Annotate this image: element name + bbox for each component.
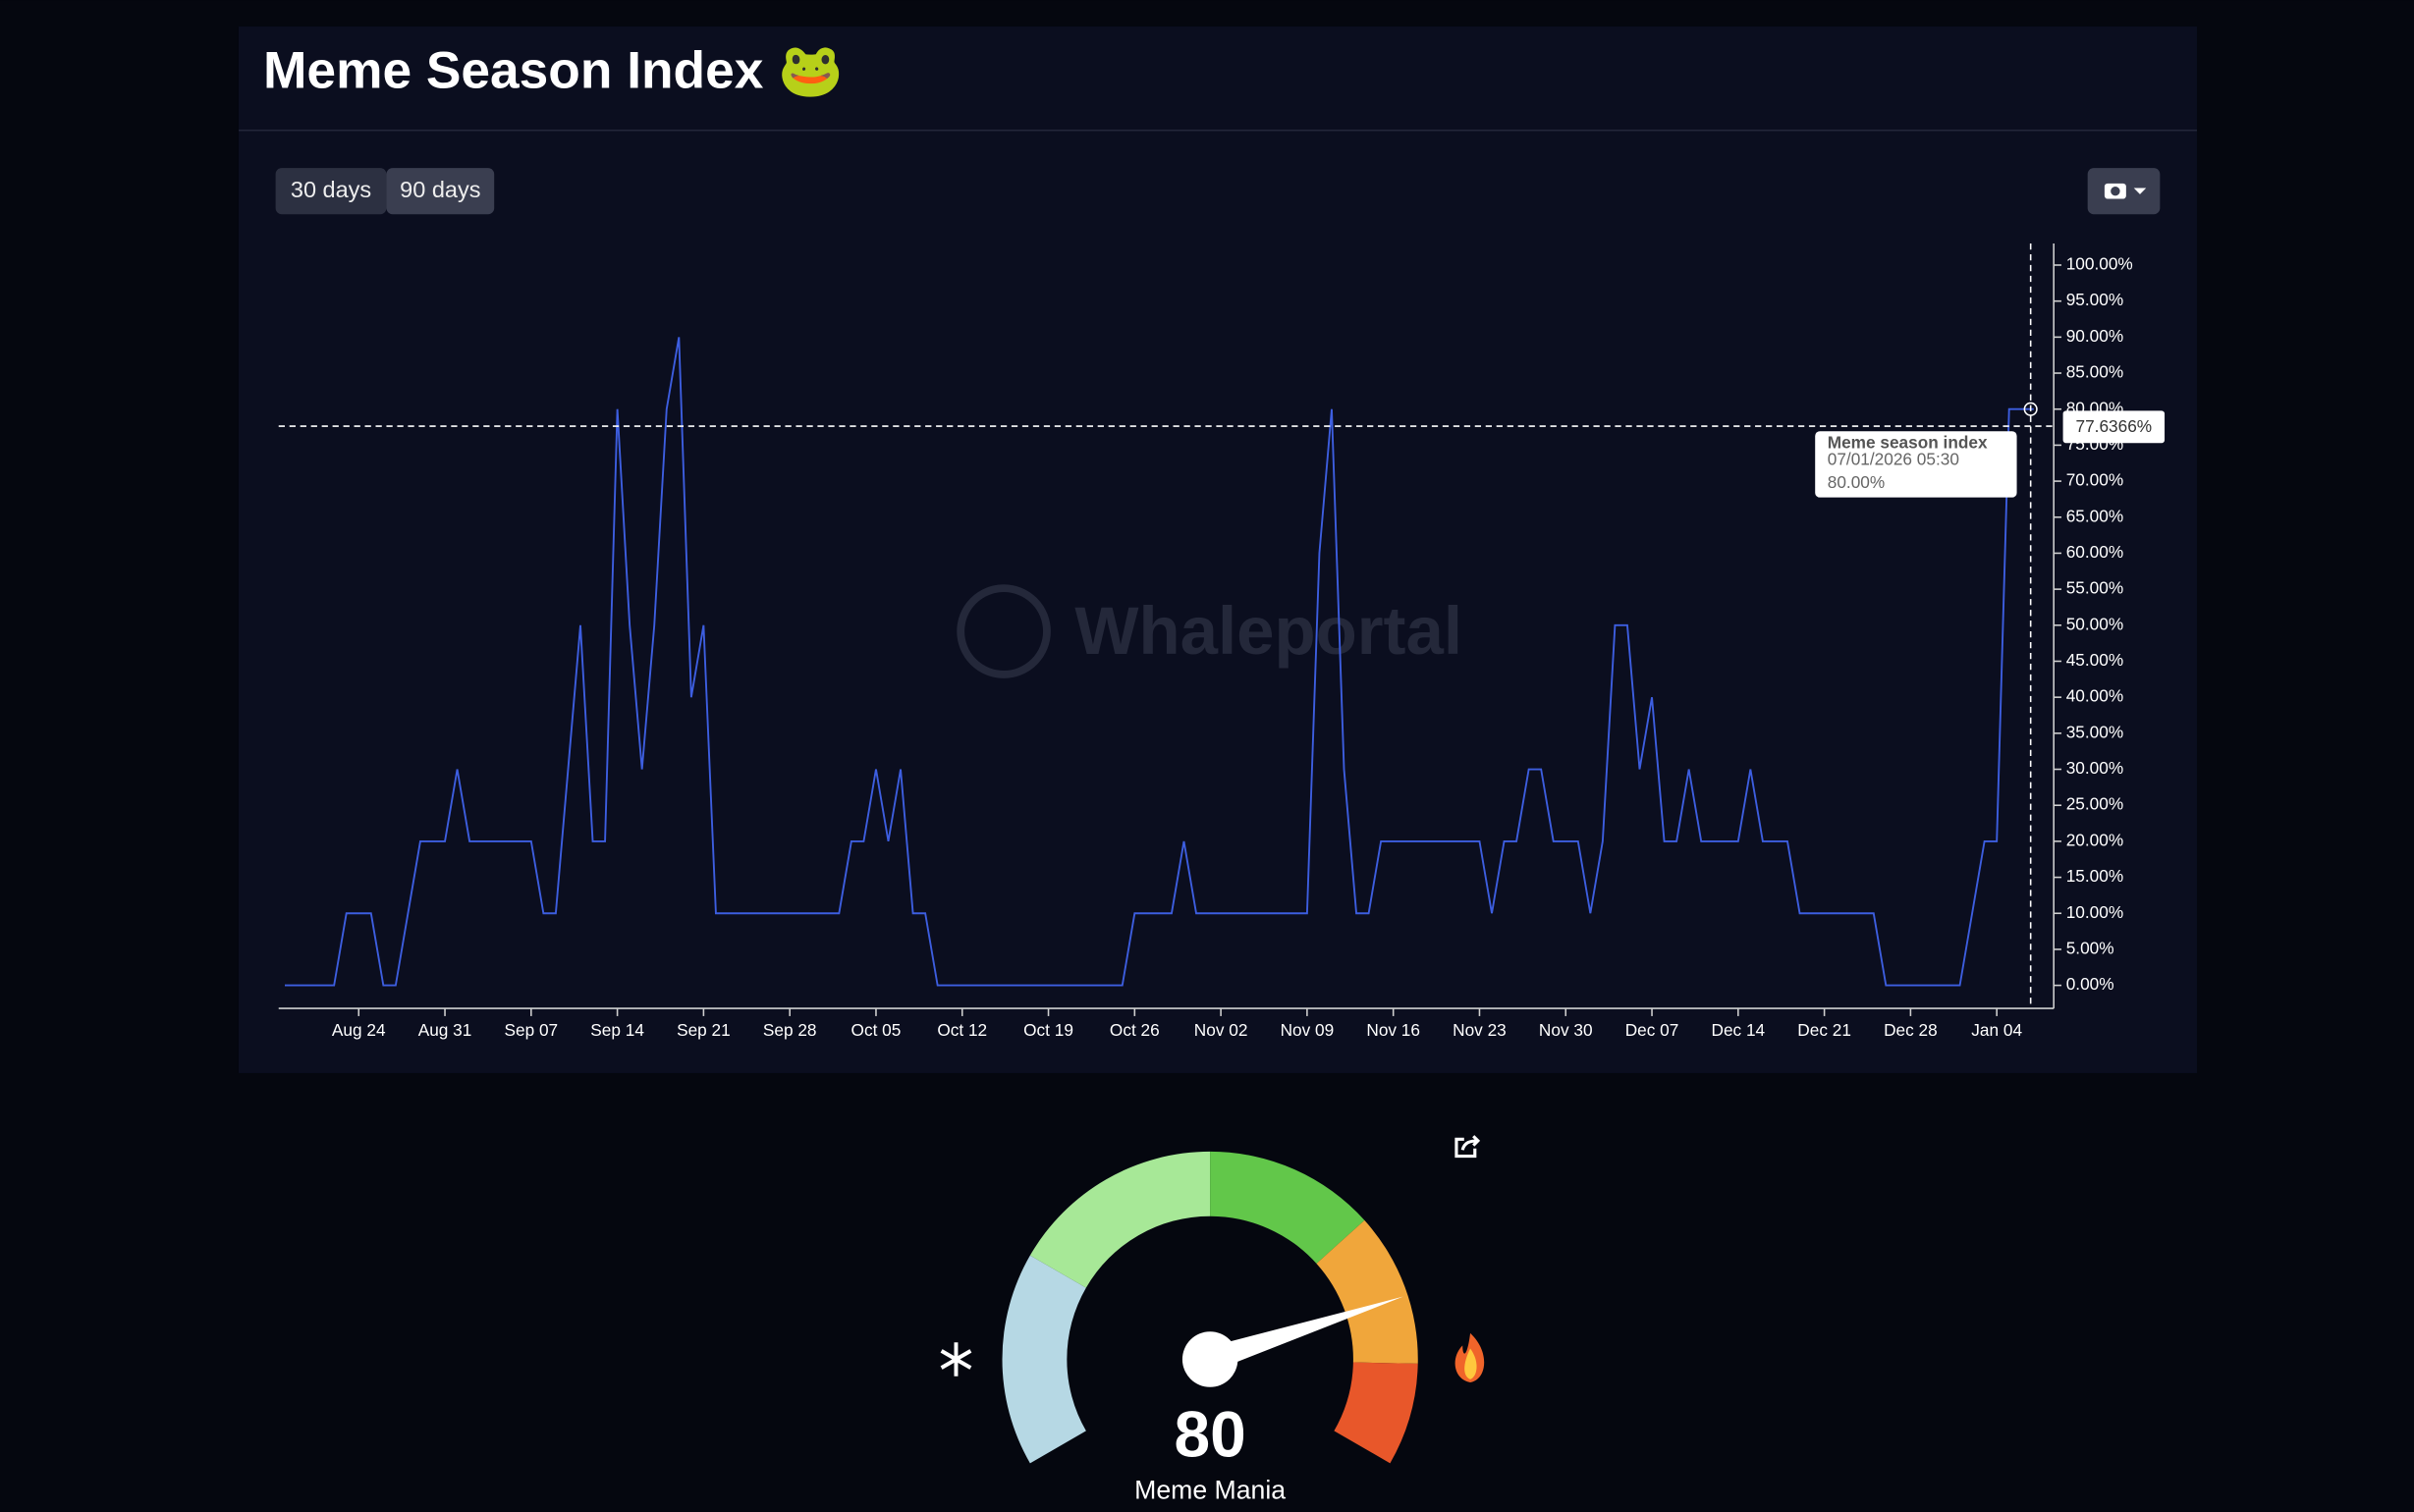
x-tick-label: Sep 21 <box>677 1020 731 1040</box>
snowflake-icon <box>940 1342 972 1377</box>
y-tick-label: 20.00% <box>2066 830 2123 849</box>
x-tick-label: Sep 14 <box>590 1020 644 1040</box>
x-tick-label: Nov 23 <box>1453 1020 1507 1040</box>
y-tick-label: 5.00% <box>2066 938 2114 957</box>
y-tick-label: 55.00% <box>2066 578 2123 598</box>
y-tick-label: 35.00% <box>2066 722 2123 741</box>
gauge-value: 80 <box>1175 1397 1246 1470</box>
button-label[interactable]: 90 days <box>400 177 480 202</box>
x-tick-label: Nov 09 <box>1281 1020 1335 1040</box>
y-tick-label: 85.00% <box>2066 362 2123 382</box>
button-bg[interactable] <box>275 168 387 215</box>
y-tick-label: 95.00% <box>2066 290 2123 309</box>
hover-point <box>2023 402 2038 416</box>
share-button[interactable] <box>1454 1135 1481 1159</box>
gauge-label: Meme Mania <box>1134 1475 1286 1504</box>
gauge-segment <box>1002 1255 1086 1464</box>
y-tick-label: 100.00% <box>2066 254 2133 274</box>
x-tick-label: Aug 31 <box>418 1020 472 1040</box>
x-tick-label: Dec 14 <box>1712 1020 1766 1040</box>
range-button[interactable]: 90 days <box>386 168 495 215</box>
tooltip-bg <box>1815 431 2017 498</box>
tooltip-series: Meme season index <box>1828 432 1988 452</box>
gauge-hub <box>1181 1331 1238 1387</box>
watermark-logo <box>957 584 1051 678</box>
y-tick-label: 40.00% <box>2066 686 2123 706</box>
plot: 0.00% 5.00% 10.00% 15.00% 20.00% 25.00% 30.00%… <box>278 243 2166 1040</box>
button-bg[interactable] <box>386 168 495 215</box>
x-tick-label: Nov 30 <box>1539 1020 1593 1040</box>
y-tick-label: 90.00% <box>2066 326 2123 346</box>
camera-lens[interactable] <box>2111 186 2120 196</box>
x-tick-label: Dec 28 <box>1884 1020 1938 1040</box>
x-tick-label: Oct 05 <box>851 1020 902 1040</box>
y-tick-label: 0.00% <box>2066 974 2114 994</box>
gauge-segment <box>1210 1151 1365 1264</box>
x-tick-label: Jan 04 <box>1971 1020 2022 1040</box>
y-tick-label: 45.00% <box>2066 650 2123 670</box>
gauge-segment <box>1334 1362 1418 1464</box>
y-tick-label: 60.00% <box>2066 542 2123 562</box>
range-button[interactable]: 30 days <box>275 168 387 215</box>
page-title: Meme Season Index 🐸 <box>263 42 843 100</box>
panel <box>238 26 2197 1073</box>
x-tick-label: Sep 07 <box>505 1020 559 1040</box>
y-tick-label: 30.00% <box>2066 758 2123 778</box>
x-tick-label: Oct 12 <box>937 1020 987 1040</box>
y-tick-label: 15.00% <box>2066 866 2123 886</box>
fire-core <box>1464 1348 1477 1379</box>
y-tick-label: 50.00% <box>2066 614 2123 633</box>
gauge: 80 Meme Mania <box>1002 1151 1418 1504</box>
x-tick-label: Aug 24 <box>332 1020 386 1040</box>
caret[interactable] <box>2133 188 2147 194</box>
camera-button[interactable] <box>2087 168 2161 215</box>
y-tick-label: 70.00% <box>2066 470 2123 490</box>
line-series <box>285 337 2034 987</box>
watermark: Whaleportal <box>1074 593 1462 669</box>
x-tick-label: Sep 28 <box>763 1020 817 1040</box>
x-tick-label: Dec 21 <box>1797 1020 1851 1040</box>
gauge-segment <box>1029 1151 1211 1288</box>
crosshair-label: 77.6366% <box>2076 416 2153 436</box>
y-tick-label: 65.00% <box>2066 506 2123 525</box>
button-label[interactable]: 30 days <box>291 177 371 202</box>
x-tick-label: Nov 16 <box>1366 1020 1420 1040</box>
gauge-needle <box>1206 1296 1403 1372</box>
x-tick-label: Dec 07 <box>1625 1020 1679 1040</box>
tooltip-date: 07/01/2026 05:30 <box>1828 450 1959 469</box>
y-tick-label: 25.00% <box>2066 794 2123 814</box>
x-tick-label: Nov 02 <box>1194 1020 1248 1040</box>
gauge-segment <box>1316 1219 1418 1364</box>
tooltip-value: 80.00% <box>1828 472 1885 492</box>
x-tick-label: Oct 26 <box>1110 1020 1160 1040</box>
crosshair-label-bg <box>2062 410 2166 444</box>
x-tick-label: Oct 19 <box>1023 1020 1073 1040</box>
y-tick-label: 10.00% <box>2066 902 2123 922</box>
